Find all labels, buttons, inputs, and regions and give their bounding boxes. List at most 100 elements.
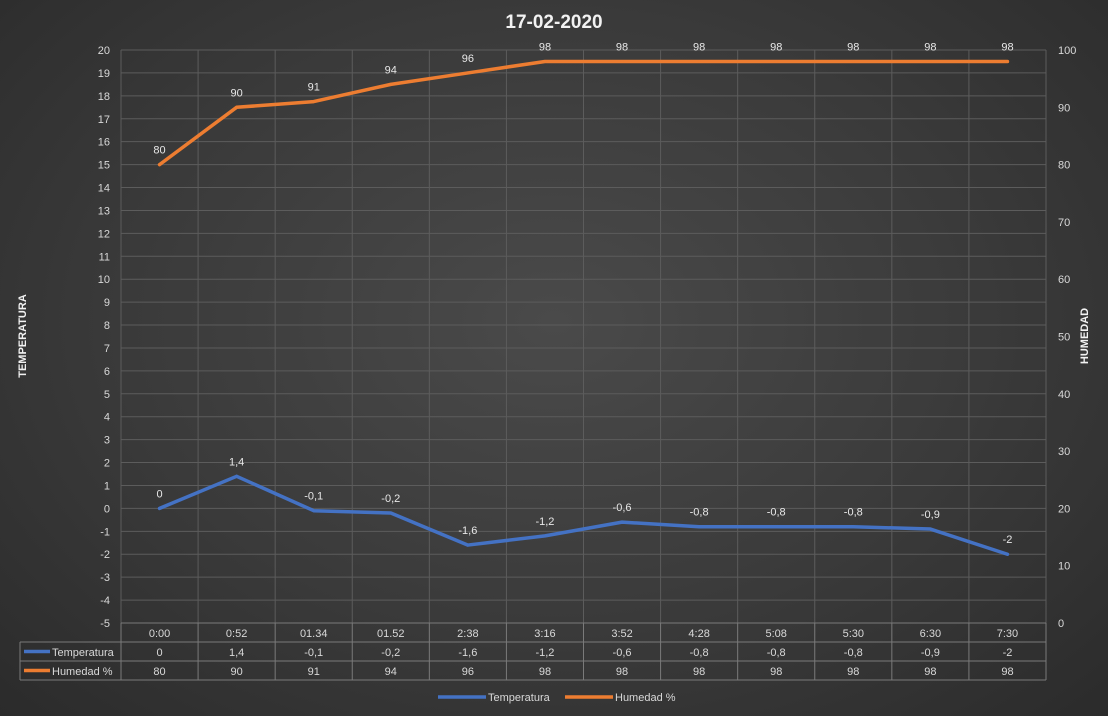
y-left-tick-label: -2 [100, 549, 110, 561]
y-left-tick-label: 10 [98, 274, 110, 286]
table-cell: -0,2 [381, 647, 400, 659]
y-right-tick-label: 10 [1058, 561, 1070, 573]
table-cell: -1,6 [458, 647, 477, 659]
x-tick-label: 7:30 [997, 628, 1018, 640]
y-right-tick-label: 90 [1058, 102, 1070, 114]
table-series-name: Humedad % [52, 666, 113, 678]
x-tick-label: 0:52 [226, 628, 247, 640]
data-point [235, 105, 239, 109]
y-left-tick-label: 15 [98, 160, 110, 172]
table-cell: 80 [153, 666, 165, 678]
y-left-tick-label: 9 [104, 297, 110, 309]
data-point [1005, 59, 1009, 63]
data-point [466, 543, 470, 547]
x-tick-label: 5:08 [765, 628, 786, 640]
data-label: 0 [156, 488, 162, 500]
table-cell: 0 [156, 647, 162, 659]
data-point [158, 163, 162, 167]
x-tick-label: 2:38 [457, 628, 478, 640]
table-cell: -0,1 [304, 647, 323, 659]
y-right-tick-label: 50 [1058, 332, 1070, 344]
data-label: 98 [847, 41, 859, 53]
y-left-tick-label: 2 [104, 458, 110, 470]
y-axis-left-ticks: 20191817161514131211109876543210-1-2-3-4… [98, 45, 110, 630]
data-label: 98 [924, 41, 936, 53]
x-tick-label: 3:52 [611, 628, 632, 640]
y-left-tick-label: 0 [104, 503, 110, 515]
data-label: -0,6 [613, 502, 632, 514]
data-point [466, 71, 470, 75]
data-point [389, 82, 393, 86]
data-point [312, 509, 316, 513]
data-label: 96 [462, 53, 474, 65]
plot-series: 0 1,4 -0,1 -0,2 -1,6 -1,2 -0,6 -0,8 -0,8 -0,8 -0,9… [153, 41, 1014, 556]
y-left-tick-label: 19 [98, 68, 110, 80]
series-line-0 [157, 474, 1010, 556]
y-right-tick-label: 20 [1058, 503, 1070, 515]
data-point [851, 59, 855, 63]
y-axis-right-label: HUMEDAD [1079, 308, 1091, 364]
table-cell: 98 [693, 666, 705, 678]
data-point [928, 527, 932, 531]
y-left-tick-label: 3 [104, 435, 110, 447]
y-left-tick-label: 5 [104, 389, 110, 401]
data-point [774, 525, 778, 529]
data-point [543, 59, 547, 63]
y-left-tick-label: -5 [100, 618, 110, 630]
data-label: -0,8 [690, 507, 709, 519]
table-cell: 98 [616, 666, 628, 678]
y-left-tick-label: 8 [104, 320, 110, 332]
x-tick-label: 3:16 [534, 628, 555, 640]
y-left-tick-label: 4 [104, 412, 110, 424]
x-tick-label: 6:30 [920, 628, 941, 640]
data-point [620, 520, 624, 524]
data-label: -2 [1003, 534, 1013, 546]
y-left-tick-label: 13 [98, 205, 110, 217]
y-right-tick-label: 70 [1058, 217, 1070, 229]
y-right-tick-label: 80 [1058, 160, 1070, 172]
y-left-tick-label: 12 [98, 228, 110, 240]
legend: Temperatura Humedad % [438, 692, 676, 704]
y-left-tick-label: 1 [104, 480, 110, 492]
data-label: -0,1 [304, 491, 323, 503]
y-left-tick-label: 7 [104, 343, 110, 355]
data-point [235, 474, 239, 478]
y-right-tick-label: 0 [1058, 618, 1064, 630]
table-cell: -0,9 [921, 647, 940, 659]
legend-label: Temperatura [488, 692, 551, 704]
data-point [851, 525, 855, 529]
y-right-tick-label: 40 [1058, 389, 1070, 401]
data-label: -0,8 [844, 507, 863, 519]
data-label: 98 [770, 41, 782, 53]
y-axis-left-label: TEMPERATURA [17, 294, 29, 378]
table-cell: -0,8 [844, 647, 863, 659]
table-cell: -0,8 [767, 647, 786, 659]
table-cell: 98 [770, 666, 782, 678]
table-cell: -0,6 [613, 647, 632, 659]
data-label: 98 [616, 41, 628, 53]
data-point [389, 511, 393, 515]
x-tick-label: 4:28 [688, 628, 709, 640]
x-tick-label: 01.52 [377, 628, 405, 640]
data-point [543, 534, 547, 538]
x-tick-label: 5:30 [843, 628, 864, 640]
y-right-tick-label: 100 [1058, 45, 1076, 57]
y-left-tick-label: -1 [100, 526, 110, 538]
y-left-tick-label: -3 [100, 572, 110, 584]
table-cell: 91 [308, 666, 320, 678]
table-cell: 98 [924, 666, 936, 678]
y-right-tick-label: 30 [1058, 446, 1070, 458]
y-left-tick-label: 14 [98, 183, 110, 195]
data-point [928, 59, 932, 63]
data-label: 98 [539, 41, 551, 53]
table-cell: 98 [1001, 666, 1013, 678]
table-cell: 98 [847, 666, 859, 678]
table-cell: 1,4 [229, 647, 244, 659]
data-label: 98 [1001, 41, 1013, 53]
data-label: 91 [308, 82, 320, 94]
table-series-name: Temperatura [52, 647, 115, 659]
data-label: -0,2 [381, 493, 400, 505]
gridlines [120, 49, 1047, 624]
data-table: 0:00 0:52 01.34 01.52 2:38 3:16 3:52 4:28 5:08 5:… [19, 622, 1047, 681]
